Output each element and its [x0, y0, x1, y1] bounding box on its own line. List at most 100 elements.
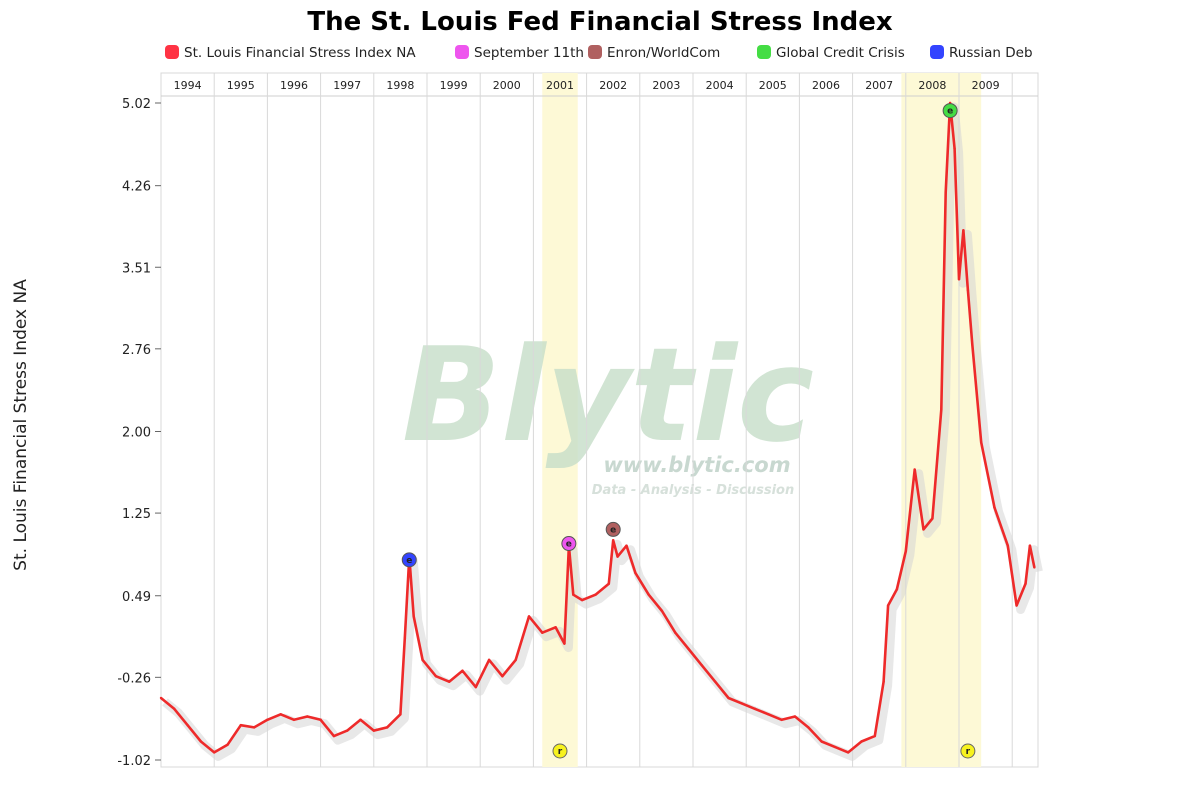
- series-point: [514, 658, 517, 662]
- series-point: [279, 713, 282, 716]
- year-label-1995: 1995: [227, 79, 255, 92]
- series-point: [940, 408, 943, 411]
- legend-swatch-0: [165, 45, 179, 59]
- series-point: [199, 740, 203, 743]
- series-point: [487, 658, 491, 662]
- series-point: [767, 713, 770, 716]
- watermark-title: Blytic: [402, 319, 814, 471]
- series-point: [979, 441, 983, 444]
- year-labels: 1994 1995 1996 1997 1998 1999 2000 2001 2002 2003…: [174, 79, 1000, 92]
- event-marker-3[interactable]: [942, 103, 958, 119]
- y-tick-label: 4.26: [122, 180, 151, 195]
- y-tick-label: -1.02: [117, 754, 151, 769]
- series-point: [359, 718, 362, 721]
- series-point: [1028, 544, 1032, 547]
- series-point: [403, 636, 407, 640]
- event-marker-glyph: e: [610, 525, 616, 535]
- shaded-period-0: [542, 73, 578, 767]
- series-point: [319, 718, 322, 721]
- y-tick-label: 1.25: [122, 507, 151, 522]
- series-point: [461, 669, 464, 673]
- event-marker-1[interactable]: [561, 536, 577, 552]
- series-point: [922, 528, 925, 531]
- series-point: [1015, 604, 1018, 607]
- series-point: [1024, 582, 1027, 585]
- legend-label-2[interactable]: Enron/WorldCom: [607, 45, 720, 61]
- series-point: [607, 582, 610, 585]
- y-axis-label: St. Louis Financial Stress Index NA: [11, 279, 31, 571]
- series-point: [186, 723, 189, 727]
- series-point: [674, 631, 677, 634]
- series-point: [860, 740, 863, 743]
- event-marker-2[interactable]: [605, 521, 621, 537]
- series-layer: [159, 101, 1043, 761]
- watermark: Blytic www.blytic.com Data - Analysis - …: [402, 319, 814, 498]
- series-point: [412, 615, 415, 618]
- series-point: [713, 680, 717, 683]
- series-point: [820, 740, 823, 743]
- series-point: [541, 631, 544, 634]
- series-point: [882, 680, 885, 683]
- series-point: [833, 745, 837, 749]
- series-point: [727, 696, 730, 700]
- series-point: [527, 615, 531, 618]
- year-label-1996: 1996: [280, 79, 308, 92]
- series-point: [931, 517, 934, 520]
- period-marker-1[interactable]: [960, 743, 976, 759]
- year-label-2001: 2001: [546, 79, 574, 92]
- series-point: [895, 588, 899, 591]
- event-marker-glyph: e: [406, 556, 412, 566]
- series-point: [399, 713, 402, 716]
- series-point: [793, 715, 797, 718]
- series-point: [1006, 544, 1009, 547]
- series-point: [252, 726, 256, 729]
- series-shadow: [162, 102, 1043, 761]
- y-tick-label: 3.51: [122, 261, 151, 276]
- legend-label-1[interactable]: September 11th: [474, 45, 584, 61]
- series-point: [625, 544, 628, 547]
- year-label-2004: 2004: [706, 79, 734, 92]
- series-point: [616, 555, 619, 558]
- series-point: [953, 147, 956, 150]
- legend-label-0[interactable]: St. Louis Financial Stress Index NA: [184, 45, 416, 61]
- series-point: [993, 506, 996, 509]
- legend-swatch-2: [588, 45, 602, 59]
- legend-swatch-4: [930, 45, 944, 59]
- series-point: [385, 726, 389, 729]
- period-marker-glyph: r: [558, 747, 563, 757]
- legend: St. Louis Financial Stress Index NA Septe…: [165, 45, 1033, 61]
- series-point: [554, 626, 557, 629]
- year-label-2009: 2009: [972, 79, 1000, 92]
- series-point: [753, 707, 757, 711]
- y-tick-label: 5.02: [122, 97, 151, 112]
- series-point: [647, 593, 650, 596]
- series-point: [1033, 566, 1036, 569]
- series-point: [474, 685, 477, 689]
- watermark-url: www.blytic.com: [603, 453, 790, 477]
- series-point: [266, 718, 269, 721]
- period-marker-glyph: r: [966, 747, 971, 757]
- series-point: [971, 343, 974, 346]
- year-label-2000: 2000: [493, 79, 521, 92]
- y-tick-label: 2.00: [122, 426, 151, 441]
- year-label-1997: 1997: [333, 79, 361, 92]
- event-marker-0[interactable]: [401, 552, 417, 568]
- event-marker-glyph: e: [947, 107, 953, 117]
- year-label-1998: 1998: [386, 79, 414, 92]
- y-tick-label: 2.76: [122, 343, 151, 358]
- legend-swatch-3: [757, 45, 771, 59]
- period-marker-0[interactable]: [552, 743, 568, 759]
- series-point: [904, 549, 907, 553]
- series-point: [687, 647, 690, 651]
- year-label-1994: 1994: [174, 79, 202, 92]
- y-axis: 5.02 4.26 3.51 2.76 2.00 1.25 0.49 -0.26 -1.02: [117, 97, 161, 769]
- series-point: [740, 702, 743, 705]
- series-point: [660, 609, 664, 613]
- event-marker-glyph: e: [566, 540, 572, 550]
- series-point: [962, 229, 965, 232]
- legend-label-3[interactable]: Global Credit Crisis: [776, 45, 905, 61]
- legend-swatch-1: [455, 45, 469, 59]
- year-label-2002: 2002: [599, 79, 627, 92]
- legend-label-4[interactable]: Russian Deb: [949, 45, 1033, 61]
